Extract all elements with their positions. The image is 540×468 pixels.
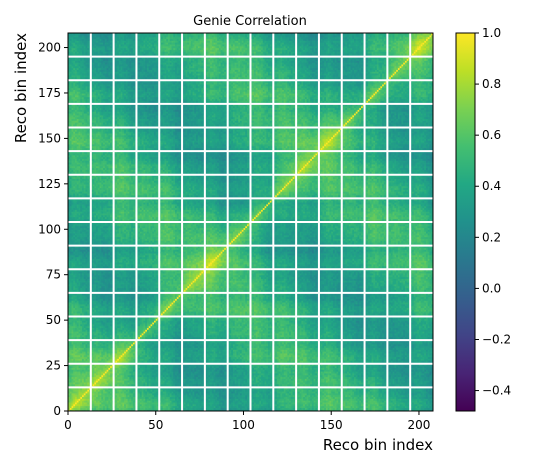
chart-title: Genie Correlation xyxy=(193,14,307,29)
